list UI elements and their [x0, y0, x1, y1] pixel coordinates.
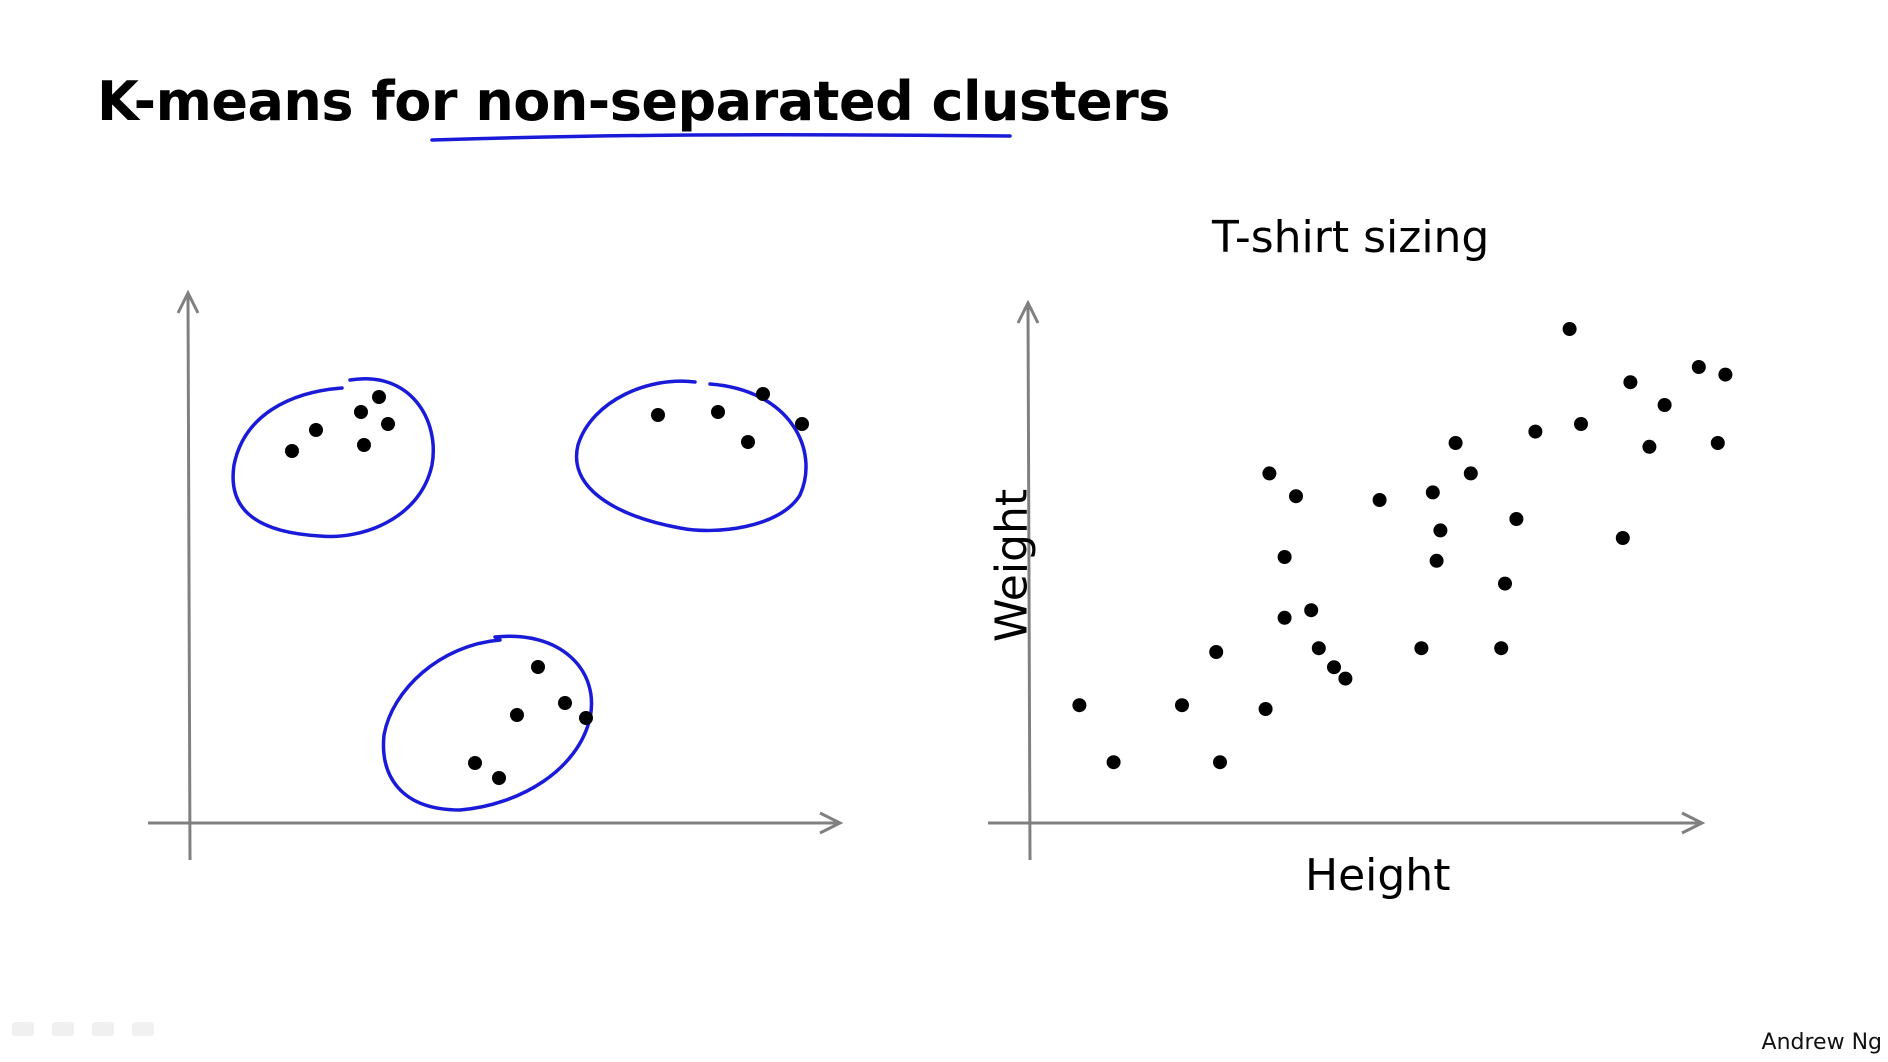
right-data-point [1433, 523, 1448, 538]
left-data-point [795, 417, 809, 431]
left-chart-axes [148, 289, 844, 861]
right-data-point [1528, 424, 1543, 439]
y-axis-label: Weight [986, 488, 1038, 643]
cluster-outline-3 [381, 634, 594, 812]
left-data-point [510, 708, 524, 722]
right-data-point [1498, 576, 1512, 591]
title-emphasis: non-separated clusters [475, 70, 1170, 133]
left-y-arrowhead [176, 289, 200, 314]
left-data-point [579, 711, 593, 725]
left-chart-points [285, 387, 809, 785]
cluster-outline-2 [574, 379, 808, 533]
left-data-point [357, 438, 371, 452]
right-data-point [1615, 531, 1630, 545]
right-data-point [1623, 375, 1638, 390]
right-data-point [1106, 755, 1121, 770]
x-axis-label: Height [1305, 850, 1451, 901]
right-data-point [1258, 702, 1273, 716]
title-underline [430, 133, 1012, 142]
back-arrow-icon[interactable] [12, 1022, 34, 1036]
right-data-point [1574, 417, 1588, 431]
left-data-point [651, 408, 665, 422]
right-data-point [1209, 645, 1224, 659]
right-data-point [1657, 398, 1672, 412]
cluster-outline-1 [231, 376, 435, 539]
right-data-point [1429, 553, 1444, 568]
right-chart-axes [988, 299, 1706, 861]
author-credit: Andrew Ng [1761, 1030, 1882, 1055]
right-data-point [1562, 322, 1577, 336]
left-data-point [309, 423, 323, 437]
right-data-point [1289, 489, 1303, 504]
left-data-point [711, 405, 725, 419]
right-data-point [1327, 660, 1341, 675]
right-data-point [1304, 603, 1319, 618]
slide-title: K-means for non-separated clusters [97, 70, 1170, 133]
left-data-point [492, 771, 506, 785]
right-data-point [1175, 698, 1189, 713]
cluster-outlines [231, 376, 808, 812]
left-data-point [354, 405, 368, 419]
left-data-point [558, 696, 572, 710]
right-data-point [1642, 439, 1657, 454]
right-data-point [1372, 493, 1387, 507]
left-data-point [372, 390, 386, 404]
right-data-point [1338, 671, 1353, 686]
right-chart-points [1072, 322, 1733, 770]
right-data-point [1277, 550, 1292, 564]
right-data-point [1448, 436, 1463, 450]
right-data-point [1494, 641, 1509, 656]
right-data-point [1691, 360, 1706, 374]
pen-icon[interactable] [52, 1022, 74, 1036]
right-y-arrowhead [1016, 299, 1040, 324]
presentation-toolbar[interactable] [12, 1022, 154, 1036]
left-data-point [756, 387, 770, 401]
left-data-point [468, 756, 482, 770]
right-data-point [1718, 367, 1733, 382]
right-data-point [1262, 466, 1277, 481]
left-data-point [381, 417, 395, 431]
right-data-point [1072, 698, 1087, 713]
right-data-point [1710, 436, 1725, 450]
left-x-arrowhead [819, 811, 844, 835]
right-y-axis [1026, 304, 1032, 861]
right-data-point [1414, 641, 1429, 656]
left-y-axis [186, 294, 192, 861]
right-data-point [1425, 485, 1440, 500]
forward-arrow-icon[interactable] [132, 1022, 154, 1036]
title-plain: K-means for [97, 70, 476, 133]
slides-icon[interactable] [92, 1022, 114, 1036]
right-data-point [1277, 610, 1292, 625]
right-data-point [1509, 512, 1524, 526]
right-x-arrowhead [1681, 811, 1706, 835]
left-data-point [741, 435, 755, 449]
right-data-point [1463, 466, 1478, 481]
right-data-point [1213, 755, 1227, 770]
left-data-point [531, 660, 545, 674]
right-data-point [1311, 641, 1326, 656]
left-data-point [285, 444, 299, 458]
chart-title: T-shirt sizing [1212, 212, 1490, 263]
